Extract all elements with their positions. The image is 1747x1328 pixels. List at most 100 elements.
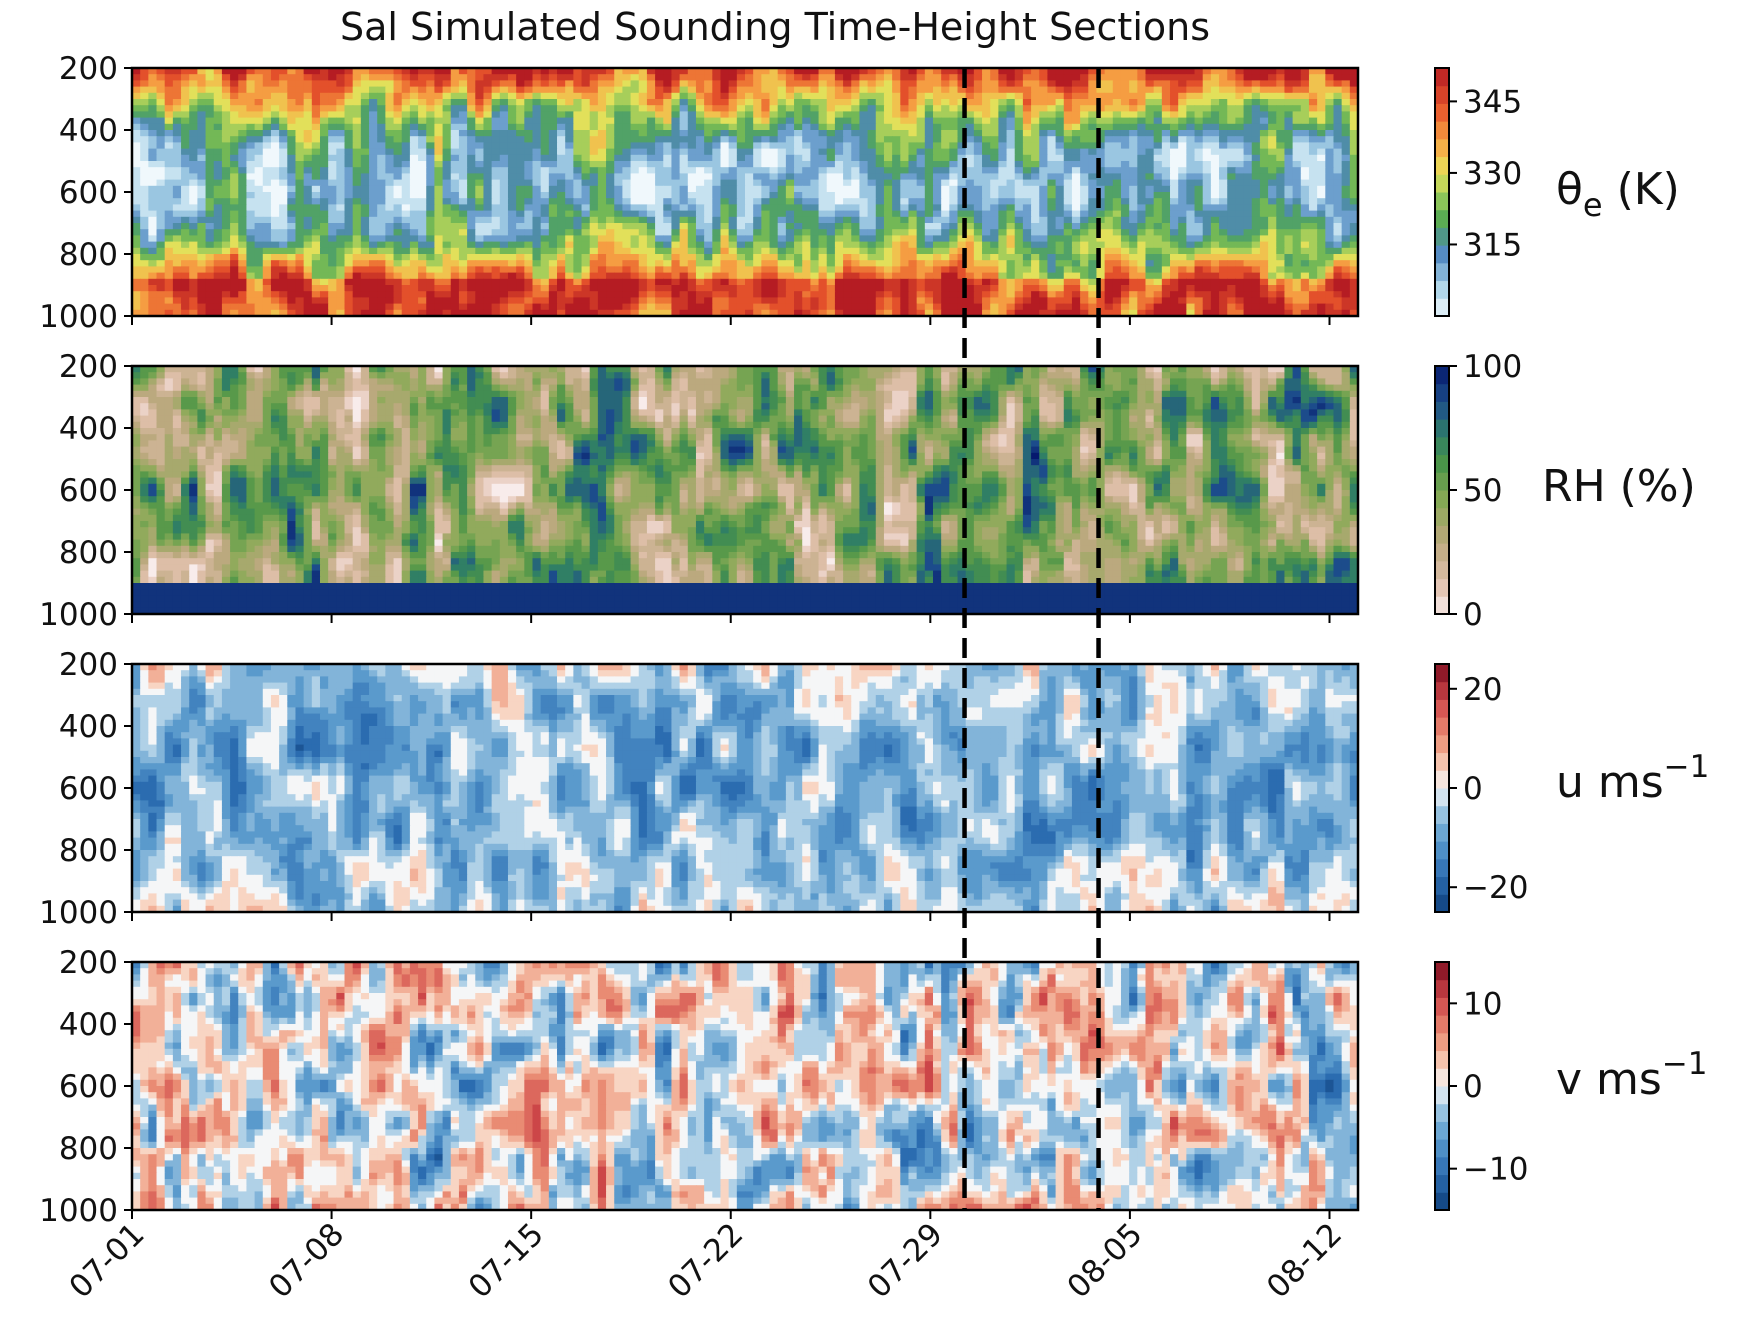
field-cell <box>507 247 517 255</box>
field-cell <box>360 80 370 88</box>
field-cell <box>900 68 910 75</box>
field-cell <box>769 148 779 156</box>
field-cell <box>622 74 632 81</box>
field-cell <box>720 167 730 174</box>
field-cell <box>973 99 983 106</box>
field-cell <box>1178 92 1187 100</box>
field-cell <box>679 74 689 81</box>
field-cell <box>892 216 901 224</box>
field-cell <box>753 173 762 181</box>
field-cell <box>638 210 648 218</box>
field-cell <box>1186 136 1196 143</box>
field-cell <box>532 204 542 212</box>
field-cell <box>614 80 623 88</box>
field-cell <box>1178 210 1187 218</box>
field-cell <box>1317 192 1326 199</box>
field-cell <box>1104 229 1114 236</box>
field-cell <box>924 241 934 249</box>
field-cell <box>794 74 803 81</box>
field-cell <box>507 80 517 88</box>
field-cell <box>712 80 722 88</box>
field-cell <box>1251 154 1261 162</box>
field-cell <box>867 247 877 255</box>
field-cell <box>1039 99 1049 106</box>
field-cell <box>132 229 141 236</box>
field-cell <box>957 173 967 181</box>
field-cell <box>973 260 983 267</box>
field-cell <box>1333 167 1343 174</box>
field-cell <box>1300 123 1310 131</box>
field-cell <box>295 216 305 224</box>
field-cell <box>973 204 983 212</box>
field-cell <box>270 198 280 205</box>
field-cell <box>892 136 901 143</box>
field-cell <box>303 136 313 143</box>
field-cell <box>990 216 999 224</box>
field-cell <box>687 247 697 255</box>
field-cell <box>802 260 811 267</box>
field-cell <box>548 117 558 125</box>
field-cell <box>720 229 730 236</box>
field-cell <box>548 105 558 112</box>
field-cell <box>254 179 264 187</box>
field-cell <box>1202 130 1212 137</box>
field-cell <box>483 148 493 156</box>
field-cell <box>785 266 795 274</box>
field-cell <box>132 92 141 100</box>
field-cell <box>1178 117 1187 125</box>
field-cell <box>507 185 517 193</box>
field-cell <box>802 192 811 199</box>
field-cell <box>597 223 607 230</box>
field-cell <box>965 117 975 125</box>
field-cell <box>172 179 182 187</box>
field-cell <box>924 229 934 236</box>
field-cell <box>1219 80 1228 88</box>
field-cell <box>303 167 313 174</box>
field-cell <box>172 192 182 199</box>
field-cell <box>548 254 558 261</box>
field-cell <box>426 136 436 143</box>
field-cell <box>409 254 419 261</box>
field-cell <box>369 198 378 205</box>
field-cell <box>557 99 566 106</box>
field-cell <box>777 192 787 199</box>
field-cell <box>802 173 811 181</box>
field-cell <box>769 235 779 243</box>
field-cell <box>973 80 983 88</box>
field-cell <box>1210 266 1220 274</box>
field-cell <box>1292 80 1302 88</box>
field-cell <box>1129 173 1138 181</box>
field-cell <box>908 142 918 150</box>
field-cell <box>1071 68 1081 75</box>
field-cell <box>270 266 280 274</box>
field-cell <box>606 254 615 261</box>
field-cell <box>1341 74 1351 81</box>
field-cell <box>1120 185 1130 193</box>
field-cell <box>1120 161 1130 168</box>
field-cell <box>1071 254 1081 261</box>
field-cell <box>753 105 762 112</box>
field-cell <box>393 260 403 267</box>
field-cell <box>270 136 280 143</box>
field-cell <box>132 105 141 112</box>
field-cell <box>442 198 452 205</box>
field-cell <box>1235 210 1245 218</box>
field-cell <box>467 173 476 181</box>
field-cell <box>1063 161 1073 168</box>
field-cell <box>1194 105 1204 112</box>
field-cell <box>614 123 623 131</box>
field-cell <box>859 123 869 131</box>
field-cell <box>434 204 444 212</box>
field-cell <box>1227 136 1236 143</box>
field-cell <box>573 229 583 236</box>
field-cell <box>328 117 337 125</box>
field-cell <box>753 80 762 88</box>
field-cell <box>867 105 877 112</box>
field-cell <box>785 198 795 205</box>
field-cell <box>892 167 901 174</box>
field-cell <box>769 136 779 143</box>
field-cell <box>344 216 354 224</box>
field-cell <box>401 161 411 168</box>
field-cell <box>230 148 239 156</box>
field-cell <box>254 86 264 94</box>
